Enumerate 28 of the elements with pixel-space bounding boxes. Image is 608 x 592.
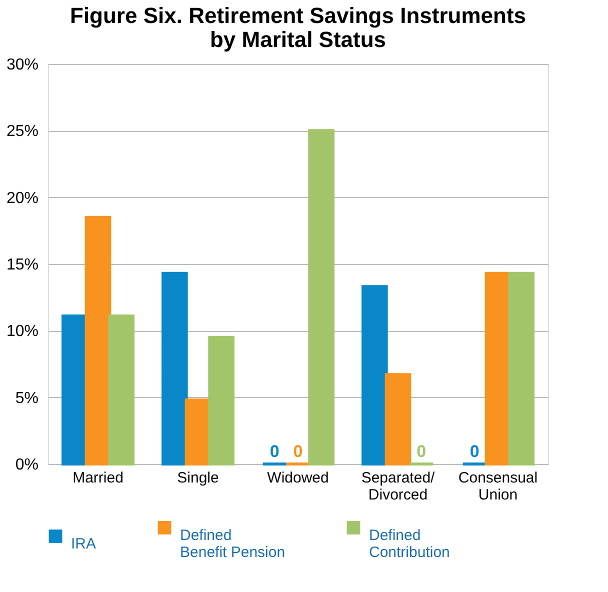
data-label: 0 <box>416 442 426 461</box>
bar <box>508 272 534 466</box>
bar <box>208 336 234 466</box>
bar <box>162 272 188 466</box>
y-tick-label: 10% <box>6 323 38 340</box>
bar <box>108 314 134 466</box>
chart-title: Figure Six. Retirement Savings Instruments by Marital Status <box>70 3 526 52</box>
y-tick-label: 15% <box>6 256 38 274</box>
x-tick-label: Single <box>177 470 219 486</box>
x-tick-label: Widowed <box>267 470 329 486</box>
bar <box>84 216 112 466</box>
legend-label: Defined Contribution <box>369 526 450 561</box>
y-tick-label: 20% <box>6 190 38 207</box>
legend-label: Defined Benefit Pension <box>180 526 286 561</box>
x-tick-label: Consensual Union <box>458 470 538 504</box>
data-label: 0 <box>470 442 480 461</box>
y-tick-label: 0% <box>15 456 38 474</box>
legend-label: IRA <box>71 535 96 552</box>
data-label: 0 <box>293 442 303 461</box>
y-tick-label: 5% <box>15 390 38 407</box>
x-tick-label: Married <box>72 470 124 486</box>
data-label: 0 <box>270 442 280 461</box>
bar <box>384 373 412 466</box>
bar <box>308 129 334 466</box>
x-tick-label: Separated/ Divorced <box>361 470 436 504</box>
bar <box>362 285 388 466</box>
y-tick-label: 25% <box>6 123 38 140</box>
y-tick-label: 30% <box>6 56 38 74</box>
